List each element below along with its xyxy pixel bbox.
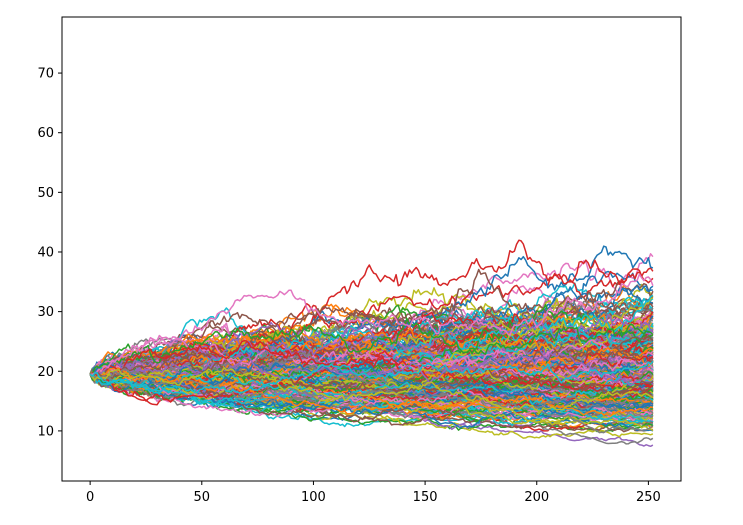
series-line: [89, 373, 654, 428]
series-line: [90, 273, 654, 376]
axes-frame: [61, 16, 682, 482]
series-line: [89, 318, 654, 375]
series-line: [89, 350, 654, 397]
y-tick-label: 70: [37, 67, 54, 82]
y-tick-label: 20: [37, 365, 54, 380]
x-tick-label: 200: [524, 490, 549, 505]
y-axis: 10 20 30 40 50 60 70: [37, 67, 62, 439]
series-line: [89, 346, 654, 389]
y-tick-label: 10: [37, 424, 54, 439]
series-line: [89, 357, 654, 397]
x-tick-label: 50: [194, 490, 211, 505]
y-tick-label: 40: [37, 245, 54, 260]
series-line: [89, 352, 654, 387]
plot-area: [89, 239, 654, 448]
series-line: [89, 352, 654, 403]
series-line: [89, 362, 654, 413]
x-tick-label: 250: [636, 490, 661, 505]
y-tick-label: 50: [37, 186, 54, 201]
series-line: [89, 334, 654, 378]
series-line: [89, 367, 654, 412]
x-axis: 0 50 100 150 200 250: [86, 481, 661, 505]
series-line: [89, 360, 654, 395]
x-tick-label: 100: [301, 490, 326, 505]
series-line: [89, 371, 654, 406]
series-line: [89, 364, 654, 402]
y-tick-label: 30: [37, 305, 54, 320]
x-tick-label: 150: [413, 490, 438, 505]
series-line: [89, 365, 654, 395]
x-tick-label: 0: [86, 490, 94, 505]
y-tick-label: 60: [37, 126, 54, 141]
